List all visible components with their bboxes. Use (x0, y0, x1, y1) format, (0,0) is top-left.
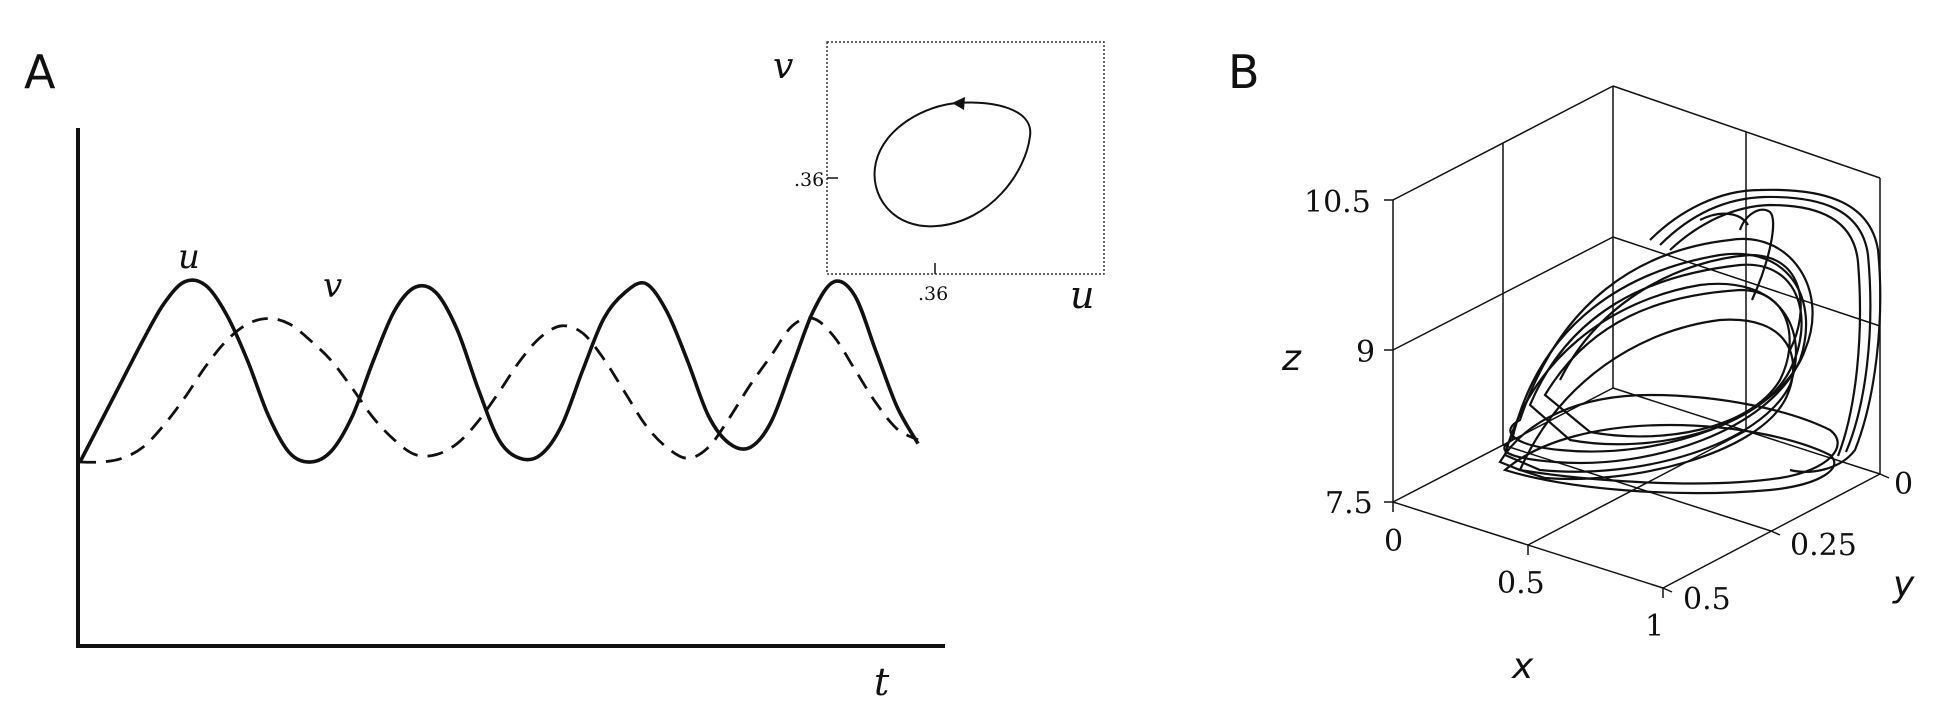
limit-cycle-orbit (873, 101, 1032, 228)
z-tick-7-5: 7.5 (1325, 486, 1373, 521)
xy-axis-ticks (1392, 473, 1890, 598)
series-u-line (78, 278, 920, 464)
series-v-label: v (323, 266, 342, 306)
z-tick-10-5: 10.5 (1304, 185, 1371, 220)
panel-letter-b: B (1228, 45, 1260, 99)
inset-x-label: u (1070, 273, 1094, 317)
y-tick-0-5: 0.5 (1683, 582, 1731, 617)
panel-letter-a: A (24, 45, 56, 99)
z-axis-label: z (1281, 338, 1302, 379)
inset-y-label: v (773, 46, 793, 87)
z-axis-ticks (1384, 199, 1393, 503)
attractor-trajectory (1498, 188, 1882, 495)
series-u-label: u (178, 237, 200, 277)
y-axis-label: y (1892, 564, 1915, 605)
orbit-direction-arrow (952, 97, 965, 110)
x-axis-label: x (1511, 646, 1534, 687)
panel-b-3d-attractor: 10.5 9 7.5 z 0 0.5 1 x 0 0.25 0.5 y (1281, 85, 1915, 687)
inset-x-tick-label: .36 (918, 283, 948, 305)
x-tick-0: 0 (1384, 524, 1403, 559)
inset-frame (826, 41, 1105, 275)
y-tick-0-25: 0.25 (1790, 528, 1857, 563)
x-tick-1: 1 (1645, 609, 1664, 644)
box-frame (1392, 85, 1881, 589)
series-v-line (79, 316, 919, 464)
inset-y-tick-label: .36 (794, 169, 824, 191)
y-tick-0: 0 (1894, 467, 1913, 502)
inset-phase-plane: .36 .36 v u (773, 41, 1105, 317)
z-tick-9: 9 (1356, 335, 1375, 370)
x-tick-0-5: 0.5 (1497, 566, 1545, 601)
x-axis-label: t (874, 660, 890, 704)
panel-a-time-series: u v t (76, 128, 945, 704)
